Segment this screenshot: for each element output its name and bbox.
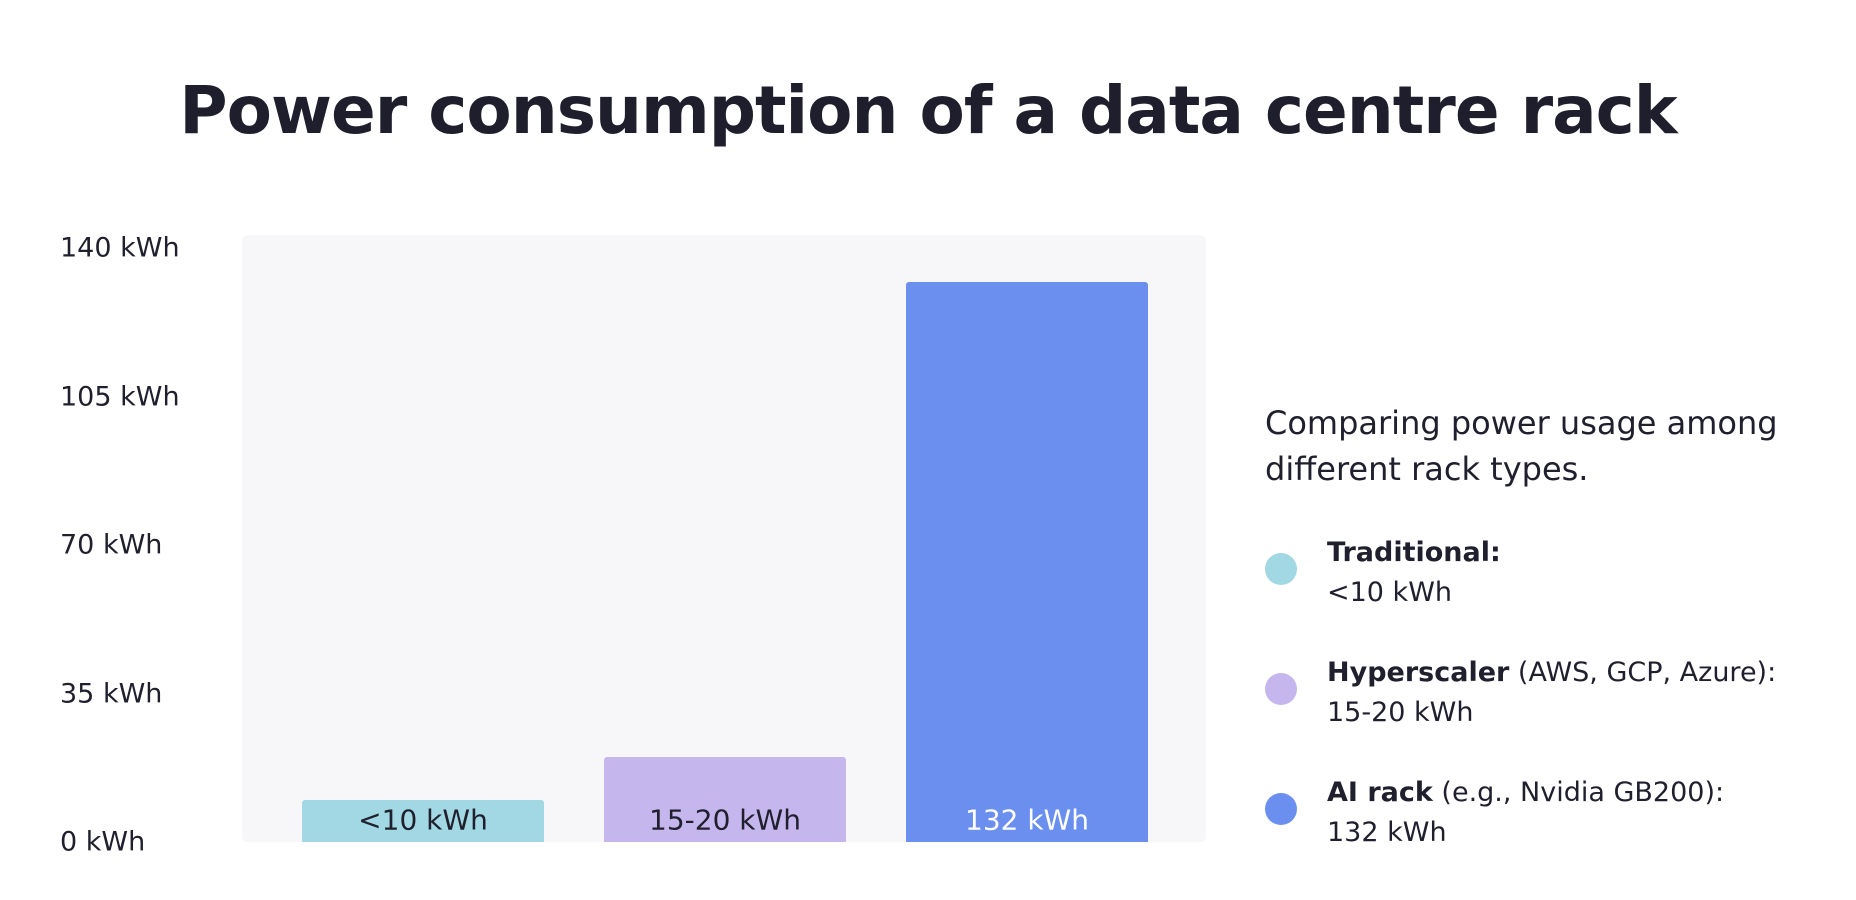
legend-swatch — [1265, 673, 1297, 705]
bar-value-label: 15-20 kWh — [649, 803, 801, 837]
legend-series-name: Traditional: — [1327, 537, 1501, 568]
y-tick-label: 105 kWh — [60, 381, 180, 412]
legend-swatch — [1265, 553, 1297, 585]
y-tick-label: 140 kWh — [60, 232, 180, 264]
y-tick-label: 35 kWh — [60, 678, 163, 709]
legend-series-name: AI rack — [1327, 777, 1433, 808]
legend-text: Hyperscaler (AWS, GCP, Azure): 15-20 kWh — [1327, 653, 1776, 733]
bar-hyperscaler — [604, 757, 846, 842]
bar-value-label: 132 kWh — [965, 803, 1089, 837]
bar-ai-rack — [906, 281, 1148, 842]
legend-series-value: 15-20 kWh — [1327, 697, 1474, 728]
legend-text: Traditional: <10 kWh — [1327, 533, 1501, 613]
legend-series-value: 132 kWh — [1327, 817, 1447, 848]
chart-description: Comparing power usage among different ra… — [1265, 404, 1778, 488]
legend-text: AI rack (e.g., Nvidia GB200): 132 kWh — [1327, 773, 1724, 853]
y-tick-label: 0 kWh — [60, 826, 146, 858]
legend-swatch — [1265, 793, 1297, 825]
legend-series-detail: (e.g., Nvidia GB200): — [1432, 777, 1725, 808]
y-tick-label: 70 kWh — [60, 529, 163, 561]
legend-series-name: Hyperscaler — [1327, 657, 1510, 688]
legend-series-detail: (AWS, GCP, Azure): — [1509, 657, 1777, 688]
chart-title: Power consumption of a data centre rack — [179, 72, 1677, 149]
bar-value-label: <10 kWh — [358, 803, 488, 837]
legend-series-value: <10 kWh — [1327, 577, 1453, 608]
bar-traditional — [302, 799, 544, 842]
